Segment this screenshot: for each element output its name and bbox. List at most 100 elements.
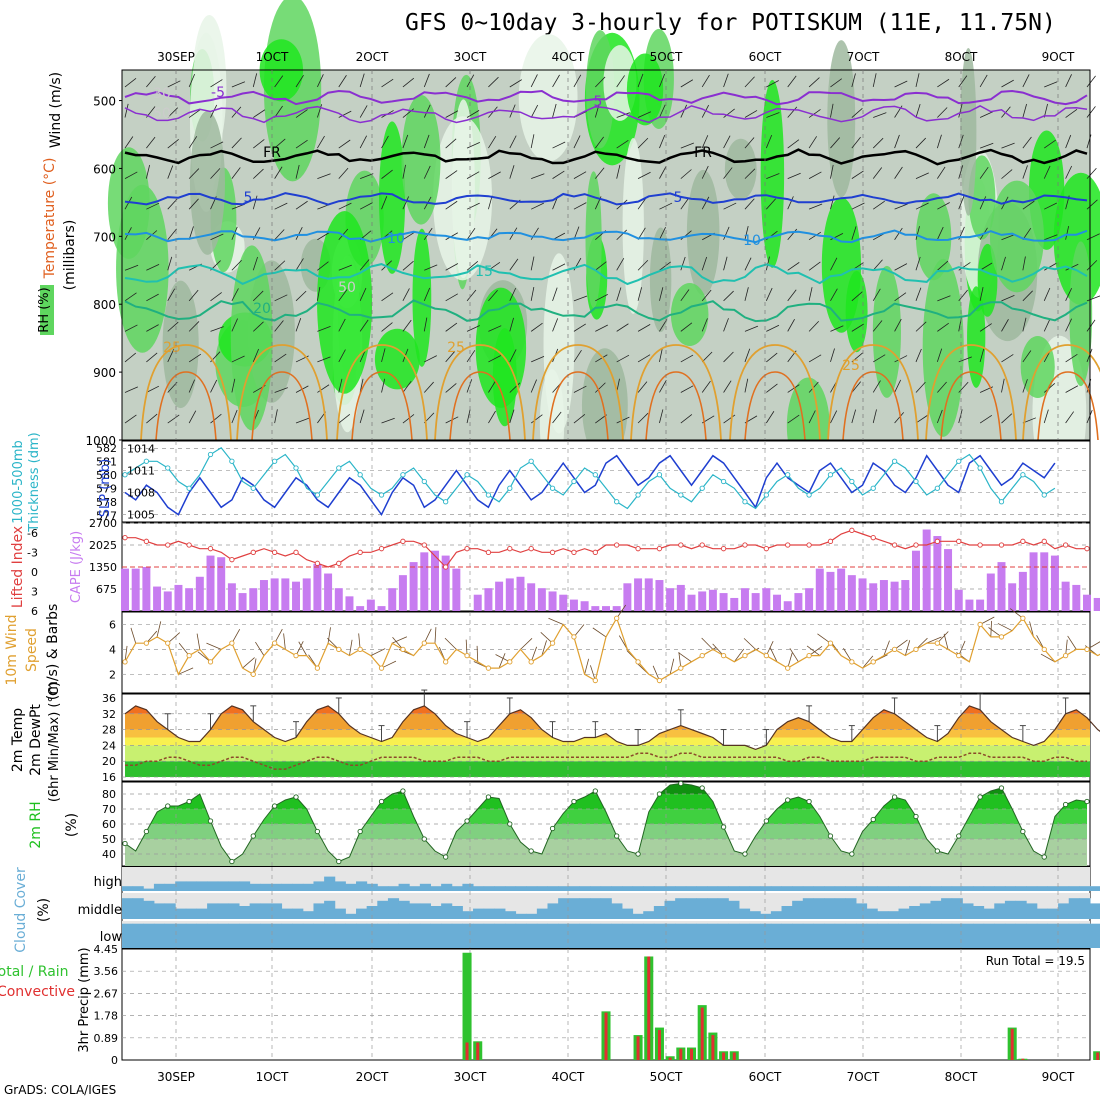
wind-barb (958, 165, 964, 179)
wind-barb (466, 110, 480, 118)
cloud-bar (441, 903, 453, 919)
wind-barb (466, 350, 476, 363)
wind10-barb (733, 648, 745, 663)
cloud-bar (632, 913, 644, 919)
cloud-bar (919, 886, 931, 891)
lifted-index-line-marker (998, 542, 1005, 548)
wind10-barb (444, 637, 457, 650)
bottom-date-label: 4OCT (552, 1070, 585, 1084)
wind10-barb (392, 636, 404, 650)
rh-ytick: 60 (102, 818, 116, 831)
wind10-barb (392, 636, 408, 644)
cloud-bar (334, 923, 346, 948)
wind-barb (787, 289, 797, 302)
wind-barb (958, 75, 968, 88)
wind-barb (1065, 411, 1075, 424)
wind-barb (851, 226, 857, 240)
thickness-line-marker (592, 472, 598, 478)
lifted-index-line-marker (720, 546, 727, 552)
cloud-bar (930, 900, 942, 919)
wind-barb (680, 322, 693, 332)
cloud-bar (441, 883, 453, 891)
cloud-bar (1036, 923, 1048, 948)
thickness-line-marker (742, 499, 748, 505)
rh2m-line-marker (186, 798, 192, 805)
wind-barb (274, 320, 284, 332)
wind-barb (188, 410, 197, 424)
precip-conv-bar (700, 1007, 704, 1060)
wind-barb (937, 322, 949, 332)
wind-barb (851, 202, 865, 210)
wind-barb (723, 351, 734, 363)
wind-barb (637, 354, 651, 363)
cloud-bar (792, 886, 804, 891)
wind-barb (338, 139, 351, 149)
rh2m-line-marker (250, 833, 256, 839)
wind-barb (979, 348, 985, 363)
cloud-bar (972, 886, 985, 891)
cloud-bar (494, 886, 506, 891)
cape-bar (1050, 555, 1059, 611)
cape-bar (516, 576, 525, 611)
wind-barb (937, 78, 950, 88)
wind-barb (252, 168, 264, 179)
cape-bar (249, 588, 258, 611)
temp-contour-25 (140, 344, 232, 441)
cloud-bar (632, 923, 644, 948)
top-date-label: 3OCT (454, 50, 487, 64)
cloud-bar (887, 886, 900, 891)
cape-bar (366, 599, 375, 611)
wind-barb (295, 417, 310, 424)
wind-barb (466, 74, 475, 88)
cape-bar (666, 588, 675, 611)
wind-barb (637, 381, 648, 393)
cloud-bar (547, 886, 559, 891)
thickness-line-marker (378, 492, 385, 498)
wind-barb (466, 227, 476, 240)
wind-barb (146, 293, 159, 302)
cloud-bar (1015, 900, 1027, 919)
wind-barb (295, 164, 300, 179)
wind-barb (830, 288, 838, 302)
cloud-bar (441, 923, 453, 948)
wind-barb (872, 137, 884, 149)
lower-panels (121, 440, 1100, 1061)
wind-barb (723, 414, 736, 424)
cloud-bar (590, 886, 602, 891)
wind10-speed-line-marker (827, 640, 834, 646)
wind-barb (252, 73, 258, 88)
cloud-bar (866, 908, 878, 919)
cape-bar (537, 588, 546, 611)
thickness-line-marker (614, 499, 620, 505)
cloud-bar (1004, 886, 1017, 891)
wind-barb (1001, 295, 1015, 302)
thickness-line-marker (870, 485, 876, 491)
wind-barb (723, 73, 729, 88)
wind-barb (274, 409, 278, 424)
cape-bar (227, 583, 236, 611)
cloud-bar (419, 883, 431, 891)
wind-barb (1065, 165, 1073, 179)
cloud-bar (983, 886, 995, 891)
wind-barb (359, 409, 365, 424)
thickness-line (124, 447, 1056, 510)
temp-ytick: 24 (102, 739, 116, 752)
thickness-line-marker (443, 499, 449, 505)
wind-barb (872, 167, 883, 179)
cloud-bar (728, 923, 740, 948)
thickness-line-marker (656, 472, 663, 478)
wind-barb (894, 318, 902, 332)
wind-barb (210, 168, 221, 179)
wind10-speed-line-marker (528, 659, 534, 665)
bottom-date-label: 30SEP (157, 1070, 195, 1084)
lifted-index-line (125, 529, 1087, 568)
cloud-bar (419, 903, 431, 919)
wind10-speed-line-marker (614, 615, 620, 621)
wind-barb (552, 287, 558, 301)
wind-barb (1001, 142, 1015, 149)
cloud-bar (473, 886, 485, 891)
wind-barb (1001, 169, 1013, 179)
wind-barb (1043, 409, 1049, 424)
rh2m-line-marker (977, 794, 983, 800)
wind-barb (509, 382, 521, 393)
